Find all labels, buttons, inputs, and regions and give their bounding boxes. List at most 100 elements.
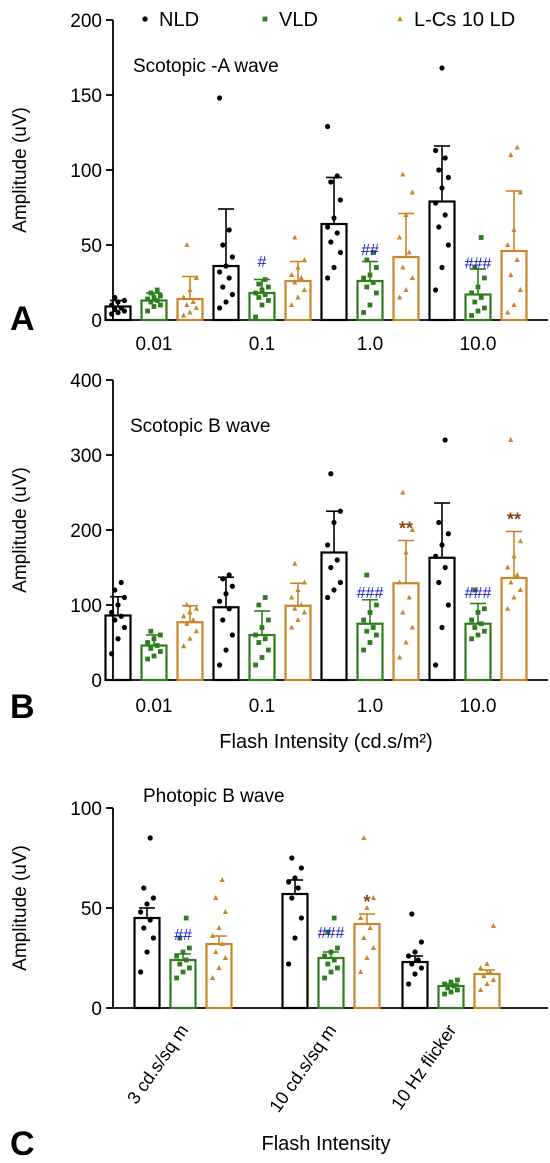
data-point <box>445 531 451 537</box>
data-point <box>364 905 370 910</box>
data-point <box>181 312 187 318</box>
bar <box>353 922 381 1010</box>
chart-title: Scotopic B wave <box>130 416 270 437</box>
data-point <box>180 949 186 955</box>
data-point <box>193 305 199 310</box>
data-point <box>508 272 514 277</box>
data-point <box>180 969 186 975</box>
data-point <box>292 560 298 566</box>
data-point <box>220 242 226 248</box>
data-point <box>337 508 343 514</box>
data-point <box>472 299 478 305</box>
panel-c: 0 50 100 Amplitude (uV) Photopic B wave C Flas… <box>10 786 548 1163</box>
data-point <box>445 242 451 248</box>
data-point <box>433 200 439 206</box>
data-point <box>256 281 262 287</box>
data-point <box>481 973 487 978</box>
data-point <box>121 624 127 631</box>
data-point <box>289 594 295 600</box>
data-point <box>505 242 511 247</box>
data-point <box>517 587 523 592</box>
data-point <box>517 189 523 195</box>
data-point <box>364 257 370 263</box>
data-point <box>217 269 223 275</box>
data-point <box>187 309 193 315</box>
data-point <box>226 572 232 578</box>
data-point <box>482 606 487 612</box>
data-point <box>442 437 448 443</box>
data-point <box>439 65 445 71</box>
data-point <box>331 957 337 963</box>
data-point <box>183 957 189 963</box>
data-point <box>223 263 229 269</box>
y-axis-label: Amplitude (uV) <box>10 107 31 233</box>
legend-item-vld: VLD <box>262 9 318 31</box>
data-point <box>154 298 160 303</box>
bar <box>392 582 420 682</box>
data-point <box>183 915 189 921</box>
data-point <box>328 179 334 185</box>
bar <box>104 614 132 682</box>
data-point <box>403 639 409 645</box>
data-point <box>112 587 118 593</box>
data-point <box>331 215 337 221</box>
data-point <box>361 275 366 281</box>
data-point <box>226 227 232 233</box>
legend-item-nld: NLD <box>142 9 199 31</box>
data-point <box>364 572 370 578</box>
data-point <box>412 949 418 955</box>
data-point <box>511 227 517 232</box>
data-point <box>187 287 193 292</box>
data-point <box>418 939 424 945</box>
data-point <box>364 284 370 290</box>
data-point <box>331 264 337 271</box>
data-point <box>325 929 331 935</box>
data-point <box>112 617 118 623</box>
data-point <box>367 925 373 930</box>
category-group: 10.0 <box>428 437 528 717</box>
data-point <box>256 295 262 300</box>
data-point <box>331 587 337 593</box>
data-point <box>374 632 379 638</box>
data-point <box>409 275 415 280</box>
data-point <box>337 197 343 203</box>
data-point <box>418 965 424 971</box>
data-point <box>184 242 190 247</box>
data-point <box>151 295 157 300</box>
data-point <box>325 275 331 281</box>
data-point <box>337 579 343 586</box>
data-point <box>484 961 490 966</box>
data-point <box>439 185 445 191</box>
data-point <box>325 224 331 230</box>
data-point <box>472 625 478 630</box>
data-point <box>367 272 373 278</box>
data-point <box>436 224 442 230</box>
data-point <box>259 625 265 630</box>
data-point <box>222 909 228 914</box>
y-tick-label: 400 <box>70 371 102 392</box>
data-point <box>490 977 496 982</box>
data-point <box>292 875 298 881</box>
data-point <box>439 264 445 271</box>
data-point <box>256 640 262 645</box>
data-point <box>370 945 376 950</box>
data-point <box>193 275 199 280</box>
data-point <box>433 662 439 668</box>
category-group: 0.01 <box>104 242 204 355</box>
category-group: 1.0 <box>320 471 420 717</box>
data-point <box>469 313 474 318</box>
data-point <box>112 306 118 313</box>
data-point <box>409 189 415 195</box>
data-point <box>301 609 307 615</box>
data-point <box>217 662 223 668</box>
data-point <box>442 212 448 218</box>
data-point <box>370 250 376 255</box>
category-group: 1.0 <box>320 123 420 355</box>
legend-marker-square <box>262 16 268 22</box>
x-tick-label: 10 Hz flicker <box>387 1021 460 1114</box>
data-point <box>472 587 478 593</box>
data-point <box>226 275 232 281</box>
data-point <box>397 294 403 300</box>
data-point <box>367 610 373 615</box>
data-point <box>266 647 271 653</box>
